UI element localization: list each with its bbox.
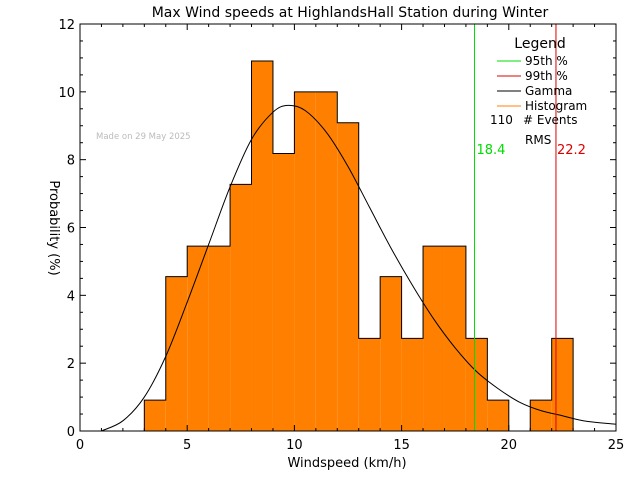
histogram-bar-17 [444,246,466,431]
gamma-curve [101,104,617,432]
legend-title: Legend [514,36,565,52]
y-tick-label-4: 4 [67,289,75,304]
x-axis-ticks: 0 5 10 15 20 25 [76,24,624,453]
watermark: Made on 29 May 2025 [96,132,191,142]
legend-label-p95: 95th % [525,54,568,68]
legend-label-histogram: Histogram [525,99,587,113]
percentile-95-label: 18.4 [476,143,505,158]
y-tick-label-2: 2 [67,357,75,372]
y-tick-label-6: 6 [67,222,75,237]
chart-title: Max Wind speeds at HighlandsHall Station… [152,5,549,21]
x-tick-label-0: 0 [76,438,84,453]
y-tick-label-0: 0 [67,425,75,440]
histogram-outline [143,60,574,432]
legend-label-gamma: Gamma [525,84,572,98]
histogram-bar-22 [551,338,574,431]
histogram-bar-21 [530,400,552,431]
y-axis-label: Probability (%) [46,180,61,275]
histogram-bar-11 [315,91,338,431]
legend-label-p99: 99th % [525,69,568,83]
x-tick-label-25: 25 [608,438,625,453]
histogram-bar-12 [337,122,359,431]
histogram-bar-6 [208,246,231,431]
y-axis-label-group: Probability (%) [46,180,61,275]
legend-events-count: 110 [490,113,513,127]
histogram-bar-10 [294,91,316,431]
histogram-bars [144,60,574,432]
histogram-bar-14 [380,276,402,431]
histogram-bar-4 [165,276,188,431]
y-tick-label-8: 8 [67,154,75,169]
x-tick-label-20: 20 [501,438,518,453]
x-tick-label-5: 5 [183,438,191,453]
legend: Legend 95th % 99th % Gamma Histogram 110… [490,36,587,147]
y-axis-ticks: 0 2 4 6 8 10 12 [58,18,616,440]
y-tick-label-10: 10 [58,86,75,101]
legend-events-label: # Events [523,113,578,127]
histogram-bar-8 [251,60,273,431]
legend-rms-label: RMS [525,133,551,147]
x-tick-label-15: 15 [393,438,410,453]
x-tick-label-10: 10 [286,438,303,453]
histogram-bar-16 [423,246,445,431]
histogram-bar-15 [401,338,424,431]
histogram-bar-9 [272,153,295,432]
histogram-bar-18 [465,338,488,431]
histogram-bar-5 [187,246,209,431]
histogram-bar-13 [358,338,381,431]
histogram-bar-19 [487,400,509,431]
histogram-bar-7 [230,184,252,431]
x-axis-label: Windspeed (km/h) [287,456,406,471]
histogram-bar-3 [144,400,166,431]
y-tick-label-12: 12 [58,18,75,33]
percentile-99-label: 22.2 [557,143,586,158]
